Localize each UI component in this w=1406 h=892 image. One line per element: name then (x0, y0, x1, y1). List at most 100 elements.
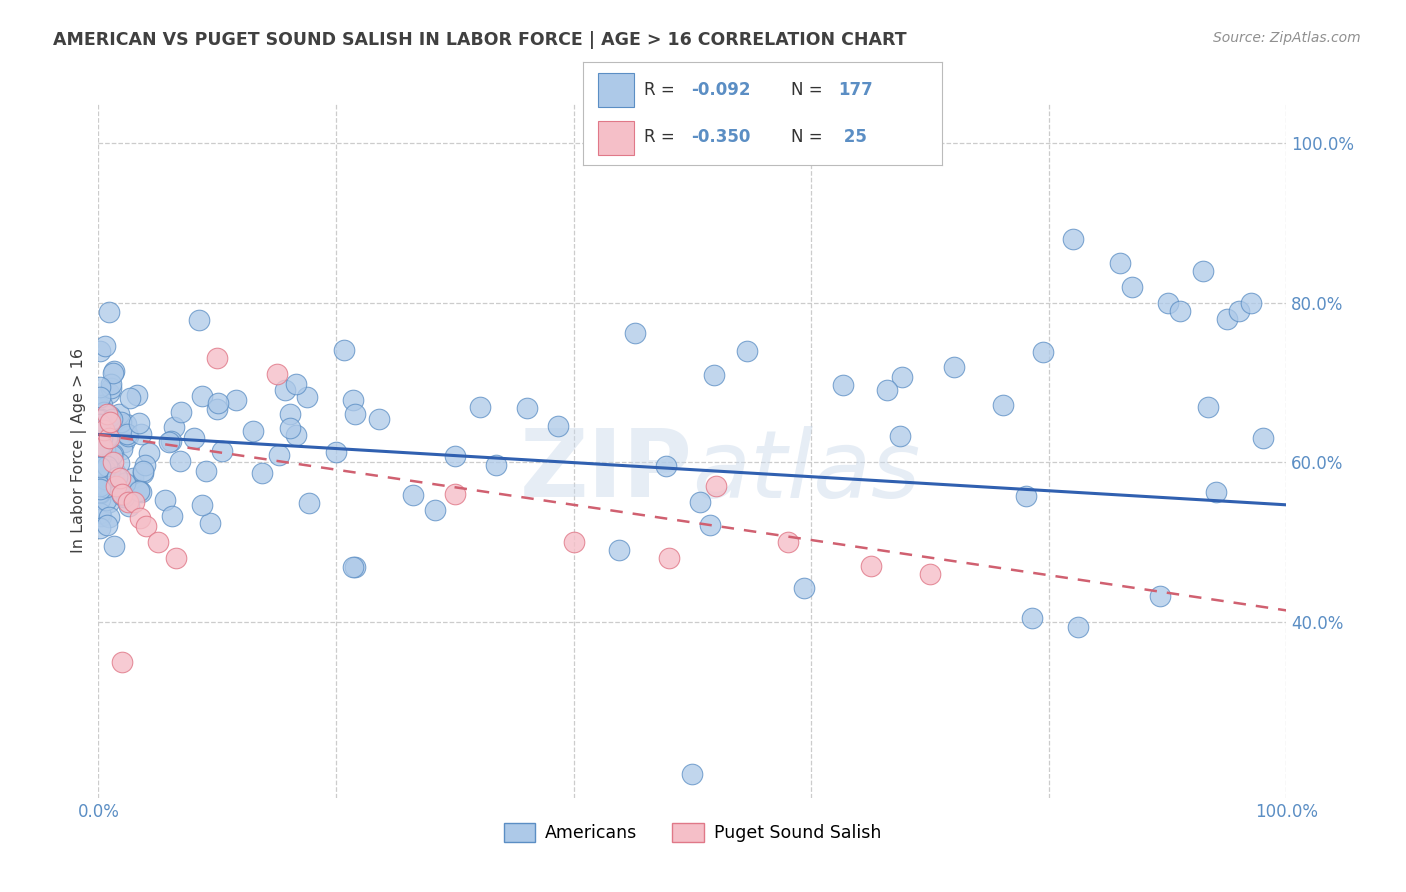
Point (211, 443, 233, 458)
Point (89, 379, 111, 393)
Point (111, 488, 134, 502)
Point (89, 482, 111, 496)
Point (91, 469, 114, 483)
Point (89, 451, 111, 466)
Point (195, 464, 218, 478)
Point (132, 466, 155, 480)
Point (134, 458, 156, 472)
Point (114, 476, 136, 491)
Point (284, 376, 307, 391)
Point (284, 428, 307, 442)
Point (96, 429, 118, 443)
Point (183, 431, 205, 445)
Point (1168, 303, 1191, 318)
Point (89, 446, 111, 460)
Point (607, 542, 630, 557)
Point (103, 364, 125, 378)
Point (163, 420, 186, 434)
Point (160, 508, 183, 523)
Point (103, 446, 125, 460)
Point (91, 468, 114, 483)
Point (98, 305, 121, 319)
Point (624, 326, 647, 341)
Point (108, 456, 131, 470)
Point (94, 406, 117, 420)
Point (1192, 263, 1215, 277)
FancyBboxPatch shape (598, 73, 634, 106)
Point (89, 400, 111, 414)
Text: 177: 177 (838, 81, 873, 99)
Point (110, 442, 132, 457)
Point (129, 484, 152, 499)
Point (117, 429, 139, 443)
Point (991, 398, 1014, 412)
Point (94, 339, 117, 353)
Point (207, 401, 229, 416)
Y-axis label: In Labor Force | Age > 16: In Labor Force | Age > 16 (72, 348, 87, 553)
Point (274, 383, 297, 397)
Point (89, 465, 111, 479)
Point (91, 431, 114, 445)
Point (1251, 432, 1274, 446)
Point (89, 444, 111, 458)
Point (89, 412, 111, 426)
Point (342, 392, 364, 407)
Point (97, 510, 120, 524)
Point (98, 416, 121, 430)
Point (1021, 611, 1043, 625)
Text: R =: R = (644, 81, 681, 99)
Point (96, 431, 118, 445)
Point (876, 383, 898, 397)
Text: AMERICAN VS PUGET SOUND SALISH IN LABOR FORCE | AGE > 16 CORRELATION CHART: AMERICAN VS PUGET SOUND SALISH IN LABOR … (53, 31, 907, 49)
Point (1062, 231, 1084, 245)
Point (160, 434, 183, 449)
Point (120, 391, 142, 405)
Point (1197, 400, 1219, 414)
Point (207, 351, 229, 366)
Point (89, 390, 111, 404)
Text: N =: N = (792, 81, 828, 99)
Point (1066, 620, 1088, 634)
Point (89, 479, 111, 493)
Point (89, 439, 111, 453)
Point (97, 415, 120, 429)
Point (135, 519, 157, 533)
Point (704, 479, 727, 493)
Point (94, 462, 117, 476)
Point (127, 388, 149, 402)
Point (96, 428, 118, 442)
Point (562, 535, 585, 549)
Point (90, 431, 112, 445)
Point (859, 559, 882, 574)
Point (470, 400, 492, 414)
Point (115, 417, 138, 432)
Point (89, 440, 111, 454)
Point (90, 459, 112, 474)
Point (89, 470, 111, 484)
Point (737, 344, 759, 359)
Point (1149, 589, 1171, 603)
Point (93, 472, 115, 486)
Point (703, 368, 725, 382)
Point (117, 495, 139, 509)
Point (89, 450, 111, 465)
Point (1216, 311, 1239, 326)
Point (191, 499, 214, 513)
Point (121, 471, 143, 485)
Point (207, 395, 229, 409)
Point (89, 492, 111, 507)
Point (97, 454, 120, 468)
Point (170, 405, 193, 419)
Point (96, 408, 118, 422)
Point (93, 405, 115, 419)
Point (242, 424, 264, 438)
Point (89, 413, 111, 427)
FancyBboxPatch shape (598, 121, 634, 155)
Point (114, 490, 136, 504)
Point (402, 488, 425, 502)
Text: R =: R = (644, 128, 681, 146)
Point (267, 448, 290, 462)
Point (1015, 489, 1038, 503)
Point (831, 378, 853, 392)
Point (1121, 279, 1143, 293)
